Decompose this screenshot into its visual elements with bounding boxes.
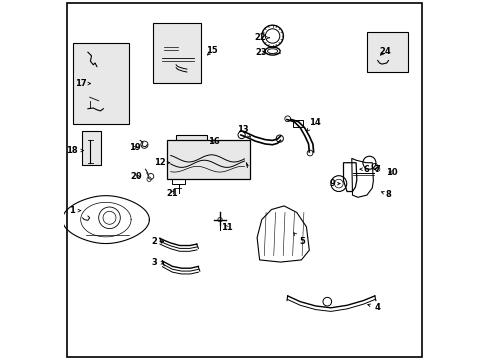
FancyBboxPatch shape <box>152 23 201 83</box>
Text: 2: 2 <box>151 237 163 246</box>
Text: 22: 22 <box>254 33 269 42</box>
Text: 9: 9 <box>329 179 340 188</box>
Text: 5: 5 <box>293 233 305 246</box>
FancyBboxPatch shape <box>176 135 206 152</box>
Text: 13: 13 <box>236 125 250 137</box>
Text: 20: 20 <box>130 172 142 181</box>
Text: 16: 16 <box>207 136 219 145</box>
Text: 18: 18 <box>66 146 83 155</box>
Text: 17: 17 <box>75 79 90 88</box>
FancyBboxPatch shape <box>167 140 249 179</box>
Text: 21: 21 <box>165 189 177 198</box>
FancyBboxPatch shape <box>366 32 407 72</box>
Text: 6: 6 <box>359 165 369 174</box>
Text: 15: 15 <box>206 46 218 55</box>
Text: 14: 14 <box>306 118 320 132</box>
Text: 8: 8 <box>381 190 390 199</box>
Text: 3: 3 <box>151 258 163 267</box>
Text: 11: 11 <box>221 223 233 232</box>
Text: 23: 23 <box>254 48 266 57</box>
FancyBboxPatch shape <box>82 131 101 165</box>
Text: 1: 1 <box>69 206 81 215</box>
Text: 12: 12 <box>154 158 169 167</box>
FancyBboxPatch shape <box>73 43 129 124</box>
Text: 24: 24 <box>378 46 390 55</box>
Text: 7: 7 <box>373 165 380 174</box>
Text: 19: 19 <box>129 143 140 152</box>
Text: 10: 10 <box>386 167 397 176</box>
Text: 4: 4 <box>367 303 380 312</box>
